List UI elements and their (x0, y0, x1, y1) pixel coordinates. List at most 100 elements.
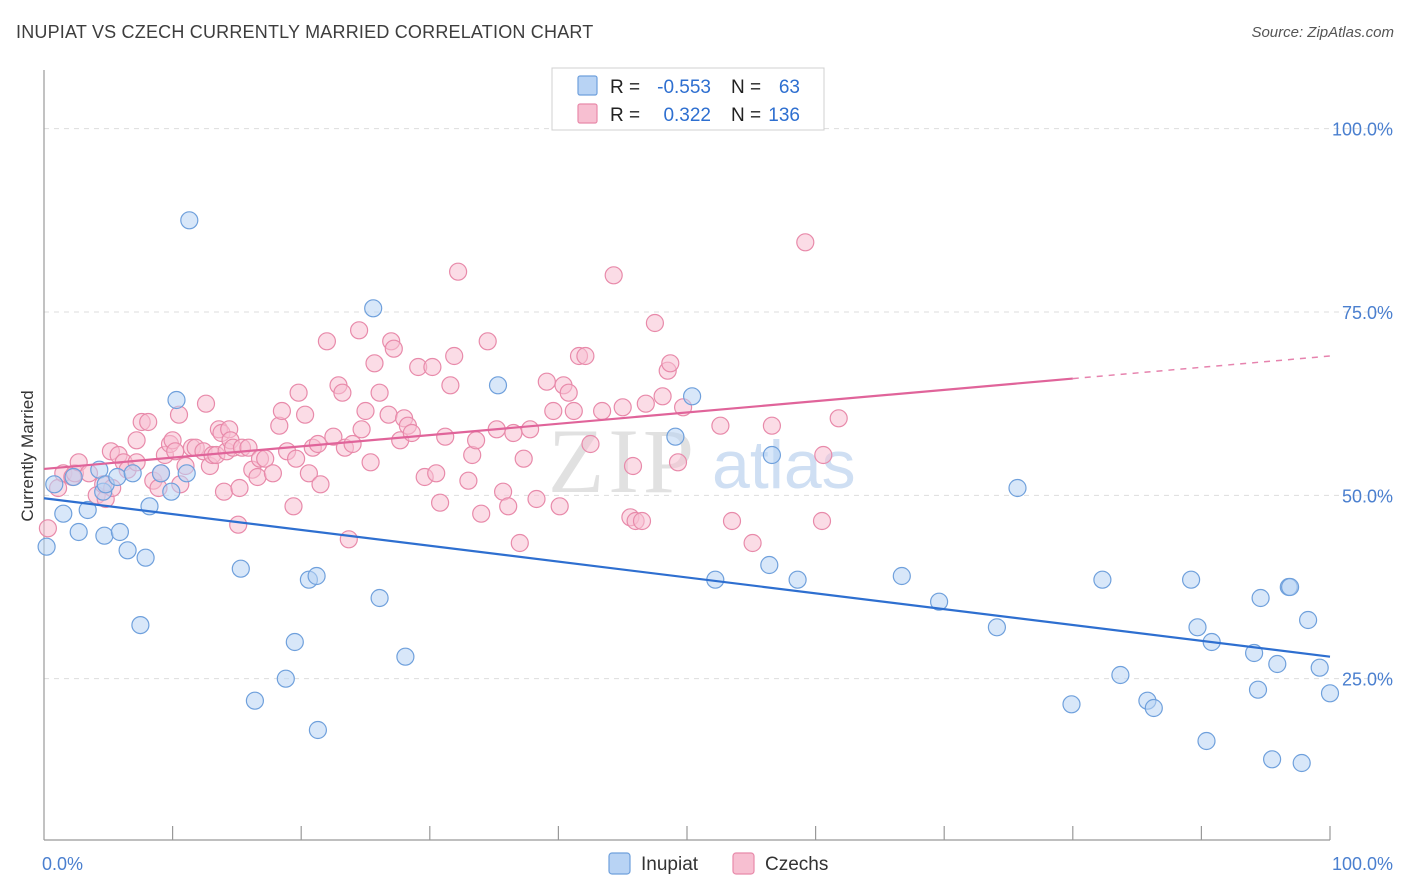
czech-point (127, 431, 146, 450)
czech-point (324, 427, 343, 446)
czech-point (214, 482, 234, 501)
inupiat-swatch (577, 75, 598, 96)
inupiat-point (762, 445, 782, 465)
inupiat-point (78, 500, 97, 520)
czech-point (623, 456, 643, 476)
inupiat-point (929, 592, 949, 611)
czech-point (829, 409, 848, 428)
chart-title: INUPIAT VS CZECH CURRENTLY MARRIED CORRE… (16, 22, 594, 42)
inupiat-point (892, 566, 911, 586)
inupiat-point (123, 464, 142, 483)
inupiat-point (1093, 570, 1112, 589)
czech-point (379, 405, 398, 424)
czech-point (38, 519, 58, 538)
inupiat-point (1248, 680, 1268, 699)
inupiat-point (1181, 570, 1201, 589)
inupiat-point (1062, 695, 1081, 714)
czech-point (564, 401, 583, 421)
inupiat-point (177, 464, 196, 483)
legend-czechs-swatch (732, 852, 755, 875)
czech-point (230, 478, 249, 498)
czech-point (339, 530, 358, 549)
czech-point (333, 383, 352, 402)
czech-point (423, 357, 442, 377)
czech-point (445, 346, 464, 366)
czechs-trend-line-extension (1072, 355, 1331, 380)
inupiat-point (276, 669, 295, 688)
inupiat-points (37, 211, 1340, 773)
czech-point (796, 233, 815, 252)
inupiat-point (396, 647, 415, 666)
czech-point (139, 412, 158, 432)
czech-point (762, 416, 782, 435)
watermark: ZIP atlas (548, 410, 856, 512)
czech-point (431, 493, 450, 512)
czechs-trend-line (43, 377, 1073, 471)
source-label: Source: ZipAtlas.com (1251, 24, 1394, 41)
czech-point (711, 416, 730, 435)
czech-point (653, 387, 672, 406)
czechs-swatch (577, 103, 598, 124)
inupiat-point (1298, 610, 1318, 630)
czech-point (668, 453, 688, 472)
inupiat-r-value: -0.553 (657, 77, 711, 98)
inupiat-point (95, 526, 114, 545)
czech-point (441, 376, 460, 395)
czechs-n-value: 136 (768, 105, 800, 126)
inupiat-point (364, 299, 383, 318)
czech-point (459, 471, 478, 490)
czech-point (592, 401, 612, 421)
stats-row-czechs: R = 0.322 N = 136 (577, 103, 800, 126)
czech-point (814, 445, 833, 465)
y-tick-label: 75.0% (1342, 303, 1393, 323)
czech-point (196, 394, 216, 413)
inupiat-point (666, 427, 685, 446)
czech-point (289, 383, 308, 402)
inupiat-point (1280, 577, 1300, 597)
inupiat-point (231, 559, 250, 578)
czech-point (169, 405, 189, 424)
inupiat-point (307, 566, 326, 586)
czech-point (467, 431, 486, 450)
inupiat-point (1310, 658, 1329, 677)
czech-point (550, 497, 569, 516)
czech-point (632, 511, 652, 531)
czech-point (645, 313, 665, 333)
czechs-r-label: R = (610, 105, 640, 126)
x-tick-label: 100.0% (1332, 854, 1393, 874)
stats-legend-box: R = -0.553 N = 63 R = 0.322 N = 136 (551, 67, 825, 131)
czech-point (270, 416, 289, 435)
czech-point (510, 533, 529, 553)
czech-point (514, 449, 533, 468)
czech-point (478, 332, 497, 351)
czech-point (581, 434, 600, 454)
inupiat-point (1320, 684, 1340, 703)
inupiat-point (37, 537, 56, 556)
czech-point (636, 394, 655, 413)
czech-point (272, 401, 291, 421)
inupiat-point (1268, 654, 1287, 674)
czech-point (287, 449, 306, 468)
czechs-points (38, 233, 848, 553)
y-axis-label: Currently Married (18, 390, 37, 521)
inupiat-point (682, 387, 702, 406)
inupiat-n-value: 63 (779, 77, 800, 98)
grid-lines (44, 128, 1392, 680)
czech-point (559, 383, 578, 402)
czech-point (296, 405, 315, 424)
inupiat-point (1292, 753, 1311, 773)
inupiat-point (136, 548, 155, 567)
inupiat-point (54, 504, 73, 523)
czech-point (576, 346, 595, 366)
inupiat-point (1262, 750, 1282, 769)
inupiat-point (788, 570, 807, 589)
inupiat-point (1111, 665, 1130, 685)
czech-point (384, 339, 403, 358)
tick-labels: 25.0% 50.0% 75.0% 100.0% 0.0% 100.0% (42, 120, 1393, 874)
legend-inupiat-label: Inupiat (641, 854, 699, 875)
y-tick-label: 25.0% (1342, 670, 1393, 690)
inupiat-point (151, 464, 171, 483)
czech-point (449, 262, 468, 281)
inupiat-point (45, 475, 64, 494)
